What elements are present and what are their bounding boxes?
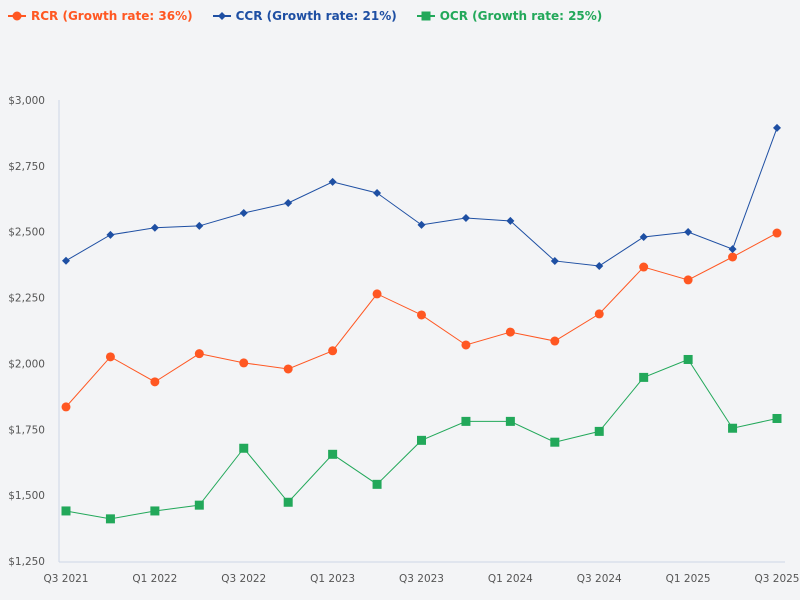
- data-point: [372, 479, 382, 489]
- y-tick-label: $1,500: [8, 490, 45, 502]
- data-point: [239, 209, 248, 218]
- data-point: [61, 506, 71, 516]
- legend-item[interactable]: OCR (Growth rate: 25%): [416, 9, 603, 23]
- data-point: [283, 364, 293, 374]
- data-point: [239, 358, 249, 368]
- y-tick-label: $1,750: [8, 424, 45, 436]
- y-tick-label: $2,250: [8, 293, 45, 305]
- legend-marker-icon: [8, 11, 26, 21]
- data-point: [773, 123, 781, 132]
- data-point: [639, 262, 649, 272]
- data-point: [684, 227, 693, 236]
- data-point: [150, 506, 160, 516]
- data-point: [105, 514, 115, 524]
- legend-item[interactable]: CCR (Growth rate: 21%): [212, 9, 397, 23]
- data-point: [683, 275, 693, 285]
- data-point: [328, 346, 338, 356]
- legend-marker: [421, 11, 431, 21]
- data-point: [505, 327, 515, 337]
- data-point: [683, 354, 693, 364]
- data-point: [506, 216, 515, 225]
- data-point: [639, 232, 648, 241]
- x-tick-label: Q3 2021: [43, 573, 88, 585]
- x-tick-label: Q3 2022: [221, 573, 266, 585]
- x-tick-label: Q1 2024: [488, 573, 533, 585]
- data-point: [373, 188, 382, 197]
- legend-marker: [12, 11, 22, 21]
- data-point: [728, 423, 738, 433]
- data-point: [106, 230, 115, 239]
- data-point: [550, 336, 560, 346]
- data-point: [728, 252, 738, 262]
- y-tick-label: $2,000: [8, 358, 45, 370]
- legend-marker: [217, 12, 226, 20]
- series-line: [65, 127, 778, 267]
- legend-item[interactable]: RCR (Growth rate: 36%): [8, 9, 193, 23]
- y-tick-label: $2,750: [8, 161, 45, 173]
- x-tick-label: Q3 2023: [399, 573, 444, 585]
- data-point: [550, 437, 560, 447]
- y-tick-label: $3,000: [8, 95, 45, 107]
- data-point: [194, 500, 204, 510]
- data-point: [194, 349, 204, 359]
- legend-label: CCR (Growth rate: 21%): [235, 9, 397, 23]
- y-tick-label: $2,500: [8, 227, 45, 239]
- x-tick-label: Q1 2025: [666, 573, 711, 585]
- data-point: [61, 402, 71, 412]
- data-point: [594, 426, 604, 436]
- data-point: [594, 309, 604, 319]
- data-point: [150, 377, 160, 387]
- series-ocr: [61, 354, 782, 524]
- data-point: [639, 372, 649, 382]
- data-point: [105, 352, 115, 362]
- series-line: [65, 232, 778, 408]
- y-tick-label: $1,250: [8, 556, 45, 568]
- data-point: [505, 416, 515, 426]
- legend-marker-icon: [416, 11, 435, 21]
- data-point: [284, 199, 293, 208]
- data-point: [283, 497, 293, 507]
- data-point: [62, 256, 70, 265]
- data-point: [772, 228, 782, 238]
- data-point: [328, 449, 338, 459]
- data-point: [372, 289, 382, 299]
- data-point: [417, 220, 426, 229]
- data-point: [461, 214, 470, 223]
- x-tick-label: Q3 2024: [577, 573, 622, 585]
- x-tick-label: Q1 2022: [132, 573, 177, 585]
- data-point: [461, 340, 471, 350]
- data-point: [772, 413, 782, 423]
- x-tick-label: Q1 2023: [310, 573, 355, 585]
- data-point: [728, 245, 737, 254]
- data-point: [417, 310, 426, 320]
- data-point: [239, 443, 249, 453]
- data-point: [461, 416, 471, 426]
- series-ccr: [62, 123, 781, 270]
- legend-marker-icon: [212, 12, 231, 20]
- data-point: [150, 223, 159, 232]
- legend-label: OCR (Growth rate: 25%): [439, 9, 603, 23]
- x-tick-label: Q3 2025: [754, 573, 799, 585]
- legend: RCR (Growth rate: 36%) CCR (Growth rate: …: [8, 9, 602, 23]
- data-point: [595, 261, 604, 270]
- data-point: [328, 177, 337, 186]
- data-point: [417, 435, 426, 445]
- legend-label: RCR (Growth rate: 36%): [31, 9, 193, 23]
- data-point: [195, 221, 204, 230]
- series-rcr: [61, 228, 782, 412]
- data-point: [550, 256, 559, 265]
